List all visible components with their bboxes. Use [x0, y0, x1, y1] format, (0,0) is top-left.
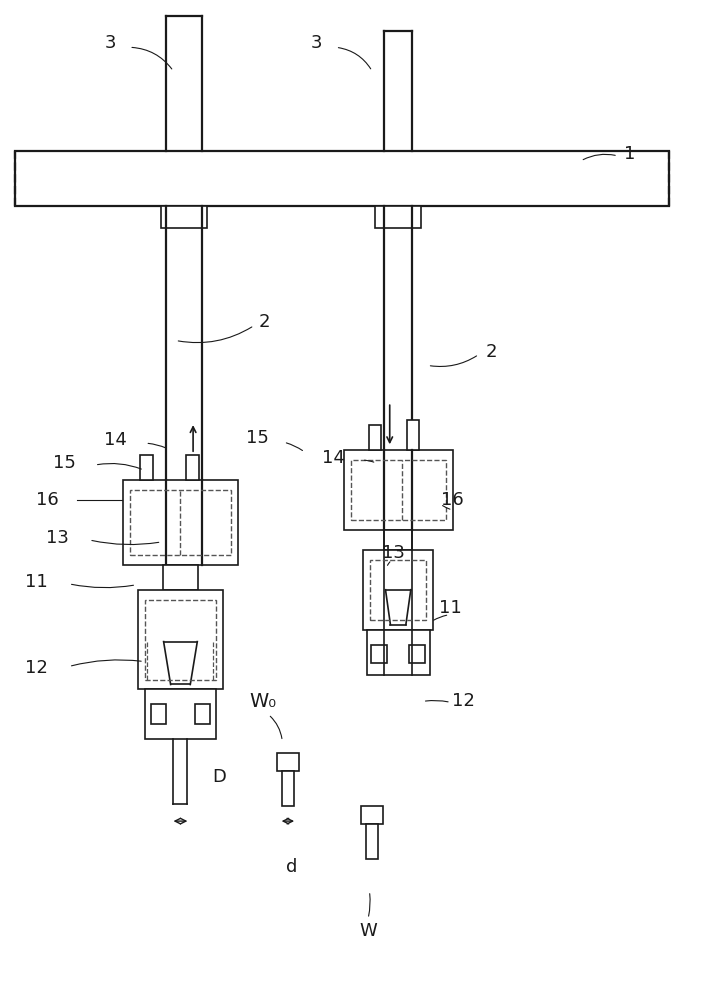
Bar — [186, 455, 199, 480]
Text: 3: 3 — [104, 34, 116, 52]
Bar — [151, 704, 166, 724]
Text: 12: 12 — [25, 659, 48, 677]
Bar — [163, 565, 198, 590]
Bar — [123, 480, 238, 565]
Bar — [367, 630, 430, 675]
Text: W₀: W₀ — [249, 692, 276, 711]
Text: 1: 1 — [624, 145, 636, 163]
Text: 15: 15 — [53, 454, 76, 472]
Bar — [281, 771, 294, 806]
Text: 16: 16 — [441, 491, 464, 509]
Bar — [366, 824, 379, 859]
Text: 13: 13 — [46, 529, 69, 547]
Bar — [145, 600, 216, 680]
Bar — [16, 151, 668, 206]
Bar — [410, 645, 425, 663]
Text: 13: 13 — [382, 544, 405, 562]
Bar — [130, 490, 231, 555]
Text: W: W — [359, 922, 377, 940]
Bar — [351, 460, 446, 520]
Bar — [161, 206, 207, 228]
Bar — [363, 550, 434, 630]
Bar — [195, 704, 210, 724]
Bar — [384, 530, 412, 550]
Bar — [344, 450, 453, 530]
Text: 3: 3 — [310, 34, 321, 52]
Text: d: d — [286, 858, 297, 876]
Bar — [407, 420, 419, 450]
Bar — [140, 455, 153, 480]
Text: 15: 15 — [246, 429, 269, 447]
Text: 11: 11 — [439, 599, 462, 617]
Text: 14: 14 — [322, 449, 345, 467]
Bar — [375, 206, 421, 228]
Bar — [361, 806, 384, 824]
Bar — [370, 560, 427, 620]
Text: 11: 11 — [25, 573, 48, 591]
Bar — [369, 425, 381, 450]
Text: 2: 2 — [486, 343, 497, 361]
Bar — [138, 590, 223, 689]
Text: 14: 14 — [104, 431, 128, 449]
Text: D: D — [212, 768, 226, 786]
Bar — [276, 753, 299, 771]
Text: 12: 12 — [452, 692, 475, 710]
Text: 16: 16 — [36, 491, 59, 509]
Bar — [372, 645, 387, 663]
Text: 2: 2 — [259, 313, 271, 331]
Bar — [145, 689, 216, 739]
